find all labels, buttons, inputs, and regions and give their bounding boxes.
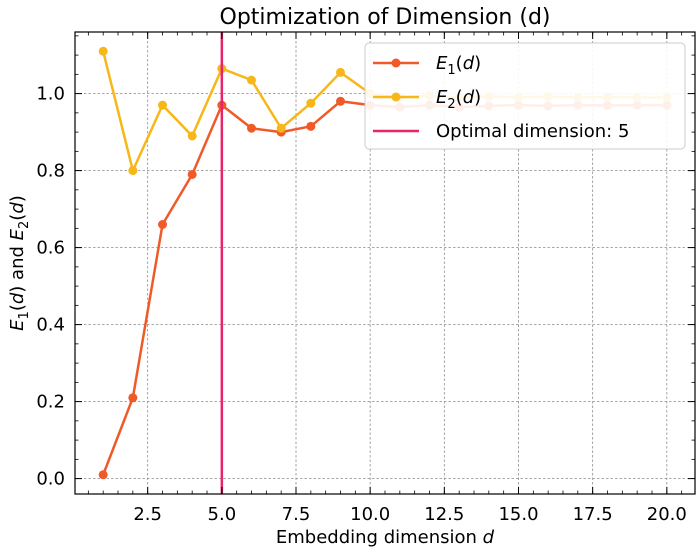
legend-e1-marker (391, 58, 401, 68)
series-1-line (102, 100, 667, 476)
series-2-point (336, 67, 346, 77)
series-1-point (98, 470, 108, 480)
legend-e1-label: E1(d) (436, 53, 481, 78)
series-2-point (276, 123, 286, 133)
y-axis-title: E1(d) and E2(d) (7, 195, 32, 331)
legend: E1(d) E2(d) Optimal dimension: 5 (364, 42, 686, 150)
series-1-point (336, 96, 346, 106)
chart-title: Optimization of Dimension (d) (220, 5, 551, 30)
y-tick-label: 0.0 (36, 469, 65, 490)
series-2-point (158, 100, 168, 110)
x-tick-label: 5.0 (208, 504, 237, 525)
x-tick-label: 10.0 (350, 504, 390, 525)
series-2-point (247, 75, 257, 85)
y-tick-label: 0.2 (36, 392, 65, 413)
series-1-point (306, 121, 316, 131)
axis-ticks: 2.5 5.0 7.5 10.0 12.5 15.0 17.5 20.0 0.0 0.2 0.4 0.… (36, 32, 695, 525)
x-tick-label: 20.0 (647, 504, 687, 525)
x-tick-label: 2.5 (133, 504, 162, 525)
x-tick-label: 17.5 (573, 504, 613, 525)
series-2-point (306, 98, 316, 108)
series-1-point (247, 123, 257, 133)
x-tick-label: 15.0 (498, 504, 538, 525)
x-tick-label: 12.5 (424, 504, 464, 525)
series-1-point (128, 393, 138, 403)
legend-e2-label: E2(d) (436, 87, 481, 112)
y-tick-label: 0.4 (36, 315, 65, 336)
series-1-point (187, 169, 197, 179)
series-2-point (187, 131, 197, 141)
series-2-point (98, 46, 108, 56)
series-1-point (158, 220, 168, 229)
legend-e2-marker (391, 92, 401, 102)
y-tick-label: 1.0 (36, 84, 65, 105)
series-2-point (128, 166, 138, 176)
x-axis-title: Embedding dimension d (276, 527, 495, 548)
x-tick-label: 7.5 (282, 504, 311, 525)
y-tick-label: 0.8 (36, 161, 65, 182)
legend-box (364, 42, 686, 150)
y-tick-label: 0.6 (36, 238, 65, 259)
legend-optimal-label: Optimal dimension: 5 (436, 121, 629, 142)
